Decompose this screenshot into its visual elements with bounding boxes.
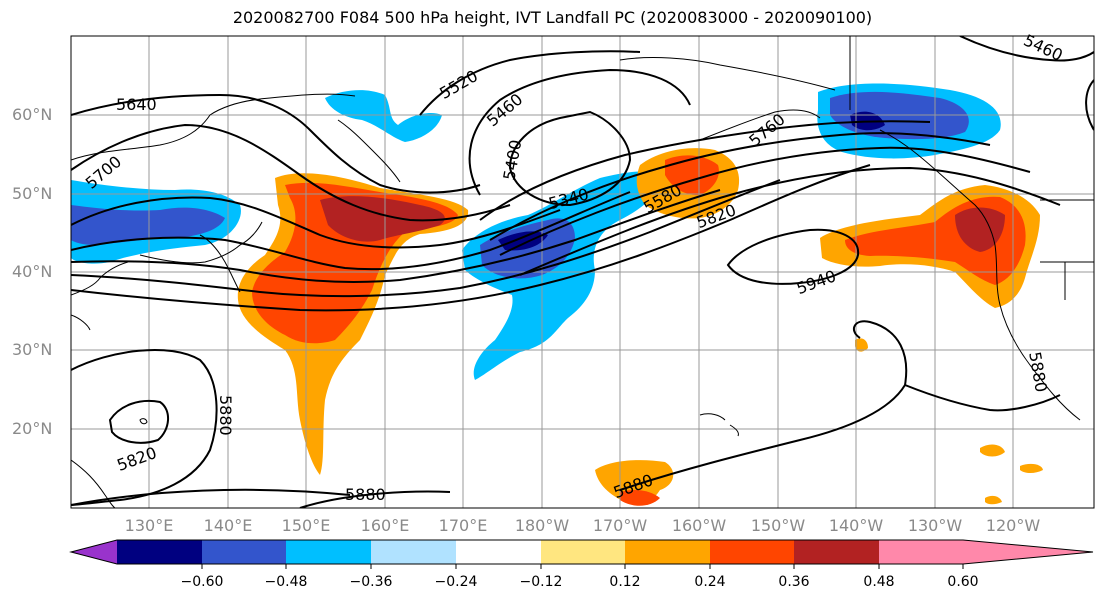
colorbar-min-extension bbox=[71, 540, 117, 564]
map-frame bbox=[70, 35, 1095, 509]
lat-label-60n: 60°N bbox=[12, 105, 52, 124]
lat-label-20n: 20°N bbox=[12, 419, 52, 438]
colorbar-outline bbox=[69, 539, 1094, 565]
colorbar-segment bbox=[456, 540, 541, 564]
colorbar-segment bbox=[710, 540, 794, 564]
colorbar-ticks bbox=[201, 564, 964, 569]
map-title: 2020082700 F084 500 hPa height, IVT Land… bbox=[232, 8, 873, 27]
colorbar-tick-label: −0.12 bbox=[520, 574, 563, 590]
colorbar-tick-label: 0.36 bbox=[778, 574, 809, 590]
colorbar: −0.60 −0.48 −0.36 −0.24 −0.12 0.12 0.24 … bbox=[69, 539, 1094, 590]
colorbar-tick-label: 0.60 bbox=[947, 574, 978, 590]
colorbar-segment bbox=[371, 540, 456, 564]
colorbar-tick-label: 0.48 bbox=[863, 574, 894, 590]
lon-label-120w: 120°W bbox=[986, 516, 1041, 535]
colorbar-tick-label: 0.24 bbox=[694, 574, 725, 590]
contour-label: 5640 bbox=[116, 95, 157, 114]
latitude-labels: 60°N 50°N 40°N 30°N 20°N bbox=[12, 105, 52, 438]
colorbar-segment bbox=[202, 540, 286, 564]
positive-anomaly-hawaii bbox=[595, 460, 674, 505]
colorbar-segment bbox=[541, 540, 625, 564]
lat-label-50n: 50°N bbox=[12, 184, 52, 203]
lon-label-150e: 150°E bbox=[282, 516, 331, 535]
colorbar-tick-label: −0.48 bbox=[265, 574, 308, 590]
contour-label: 5880 bbox=[345, 485, 386, 504]
coastlines bbox=[71, 36, 1094, 508]
colorbar-segment bbox=[879, 540, 963, 564]
colorbar-tick-label: 0.12 bbox=[609, 574, 640, 590]
lon-label-170e: 170°E bbox=[439, 516, 488, 535]
gridlines bbox=[71, 36, 1094, 508]
colorbar-max-extension bbox=[963, 540, 1093, 564]
lon-label-140w: 140°W bbox=[829, 516, 884, 535]
negative-anomaly-central bbox=[462, 171, 665, 380]
contour-label: 5880 bbox=[216, 395, 235, 436]
lon-label-160w: 160°W bbox=[672, 516, 727, 535]
lon-label-160e: 160°E bbox=[361, 516, 410, 535]
lon-label-130e: 130°E bbox=[125, 516, 174, 535]
lon-label-150w: 150°W bbox=[751, 516, 806, 535]
colorbar-tick-label: −0.60 bbox=[181, 574, 224, 590]
lat-label-40n: 40°N bbox=[12, 262, 52, 281]
colorbar-segment bbox=[625, 540, 710, 564]
longitude-labels: 130°E 140°E 150°E 160°E 170°E 180°W 170°… bbox=[125, 516, 1041, 535]
lon-label-180w: 180°W bbox=[515, 516, 570, 535]
lat-label-30n: 30°N bbox=[12, 340, 52, 359]
lon-label-170w: 170°W bbox=[593, 516, 648, 535]
lon-label-140e: 140°E bbox=[204, 516, 253, 535]
colorbar-segment bbox=[117, 540, 202, 564]
colorbar-tick-label: −0.36 bbox=[350, 574, 393, 590]
colorbar-segment bbox=[286, 540, 371, 564]
colorbar-tick-label: −0.24 bbox=[435, 574, 478, 590]
height-contours bbox=[71, 36, 1094, 508]
lon-label-130w: 130°W bbox=[908, 516, 963, 535]
map-area bbox=[71, 36, 1094, 508]
colorbar-segment bbox=[794, 540, 879, 564]
